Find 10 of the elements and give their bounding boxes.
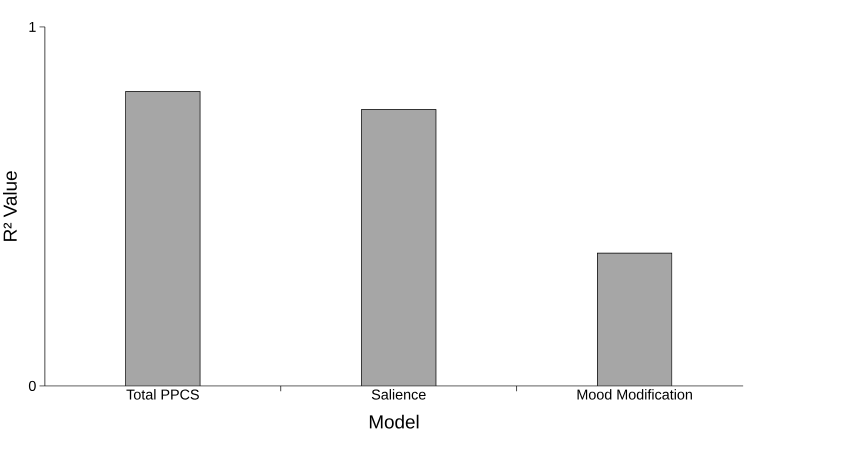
bar	[361, 109, 436, 386]
y-tick-label: 1	[29, 22, 36, 32]
x-axis-title: Model	[370, 414, 418, 428]
x-tick-label: Total PPCS	[126, 388, 199, 400]
bar	[597, 252, 672, 386]
y-tick-label: 0	[28, 380, 36, 391]
y-axis-title: R² Value	[2, 171, 17, 241]
x-tick-label: Salience	[372, 388, 426, 400]
x-tick-label: Mood Modification	[578, 388, 692, 400]
bar	[126, 91, 200, 386]
